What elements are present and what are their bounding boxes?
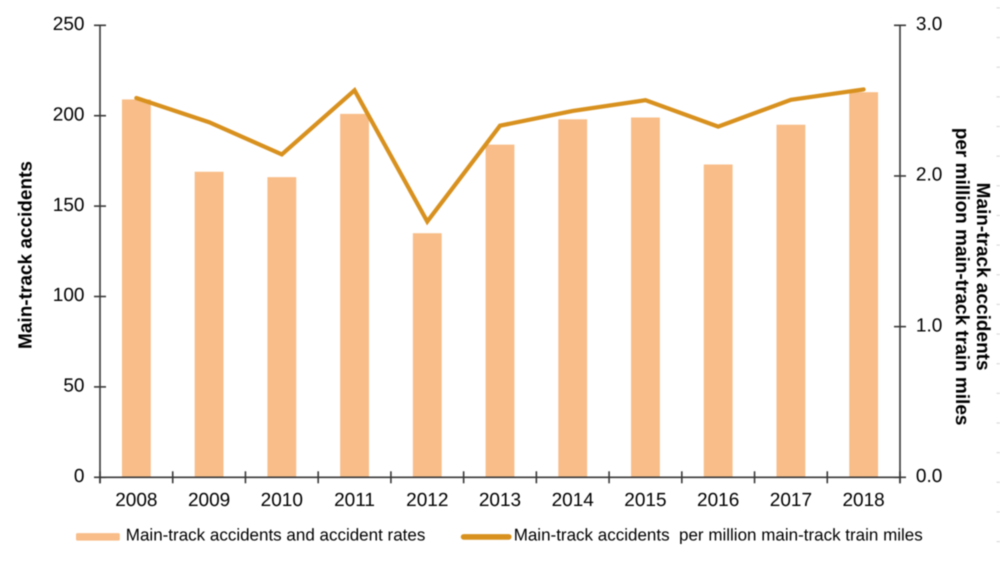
svg-text:2017: 2017 xyxy=(770,490,812,511)
svg-text:2009: 2009 xyxy=(188,490,230,511)
svg-text:2011: 2011 xyxy=(334,490,375,511)
svg-text:2013: 2013 xyxy=(479,490,521,511)
svg-text:2.0: 2.0 xyxy=(916,165,942,186)
svg-text:50: 50 xyxy=(63,376,84,397)
svg-text:1.0: 1.0 xyxy=(916,315,942,336)
svg-text:0: 0 xyxy=(74,466,85,487)
svg-text:Main-track accidents per mill: Main-track accidents per million main-tr… xyxy=(514,526,923,545)
svg-text:2012: 2012 xyxy=(406,490,448,511)
svg-text:2014: 2014 xyxy=(552,490,595,511)
svg-text:Main-track accidents: Main-track accidents xyxy=(15,161,36,349)
svg-text:2015: 2015 xyxy=(624,490,666,511)
svg-text:per million main-track train m: per million main-track train miles xyxy=(951,128,972,426)
svg-text:100: 100 xyxy=(53,285,85,306)
svg-text:2010: 2010 xyxy=(261,490,303,511)
svg-text:2016: 2016 xyxy=(697,490,739,511)
svg-text:200: 200 xyxy=(53,104,85,125)
svg-text:Main-track accidents: Main-track accidents xyxy=(972,183,993,371)
svg-text:250: 250 xyxy=(53,14,85,35)
svg-text:2008: 2008 xyxy=(115,490,157,511)
svg-text:Main-track accidents and accid: Main-track accidents and accident rates xyxy=(126,526,426,545)
svg-text:3.0: 3.0 xyxy=(916,14,942,35)
svg-text:0.0: 0.0 xyxy=(916,466,942,487)
svg-text:2018: 2018 xyxy=(842,490,884,511)
svg-text:150: 150 xyxy=(53,195,85,216)
